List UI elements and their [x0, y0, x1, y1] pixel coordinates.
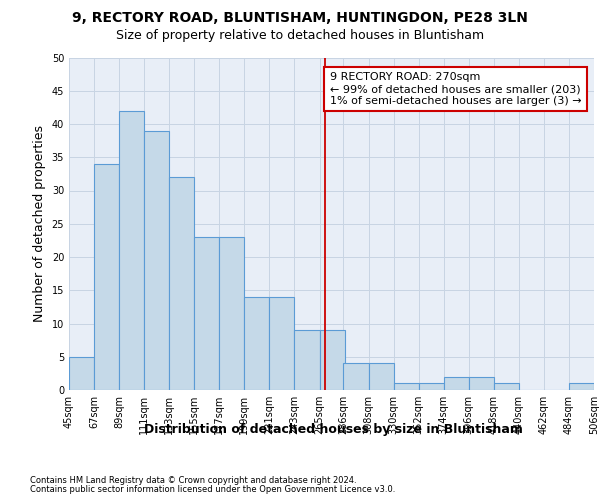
Bar: [368, 364, 394, 390]
Bar: [443, 376, 469, 390]
Bar: [119, 110, 144, 390]
Bar: [320, 330, 344, 390]
Bar: [169, 177, 194, 390]
Y-axis label: Number of detached properties: Number of detached properties: [33, 125, 46, 322]
Bar: [419, 384, 443, 390]
Text: Size of property relative to detached houses in Bluntisham: Size of property relative to detached ho…: [116, 29, 484, 42]
Bar: [194, 237, 220, 390]
Text: Distribution of detached houses by size in Bluntisham: Distribution of detached houses by size …: [143, 422, 523, 436]
Bar: [494, 384, 519, 390]
Bar: [343, 364, 368, 390]
Bar: [69, 357, 94, 390]
Text: 9, RECTORY ROAD, BLUNTISHAM, HUNTINGDON, PE28 3LN: 9, RECTORY ROAD, BLUNTISHAM, HUNTINGDON,…: [72, 11, 528, 25]
Bar: [269, 297, 295, 390]
Bar: [220, 237, 244, 390]
Bar: [94, 164, 119, 390]
Text: Contains public sector information licensed under the Open Government Licence v3: Contains public sector information licen…: [30, 485, 395, 494]
Text: Contains HM Land Registry data © Crown copyright and database right 2024.: Contains HM Land Registry data © Crown c…: [30, 476, 356, 485]
Bar: [295, 330, 320, 390]
Bar: [569, 384, 594, 390]
Text: 9 RECTORY ROAD: 270sqm
← 99% of detached houses are smaller (203)
1% of semi-det: 9 RECTORY ROAD: 270sqm ← 99% of detached…: [330, 72, 581, 106]
Bar: [244, 297, 269, 390]
Bar: [394, 384, 419, 390]
Bar: [144, 130, 169, 390]
Bar: [469, 376, 494, 390]
